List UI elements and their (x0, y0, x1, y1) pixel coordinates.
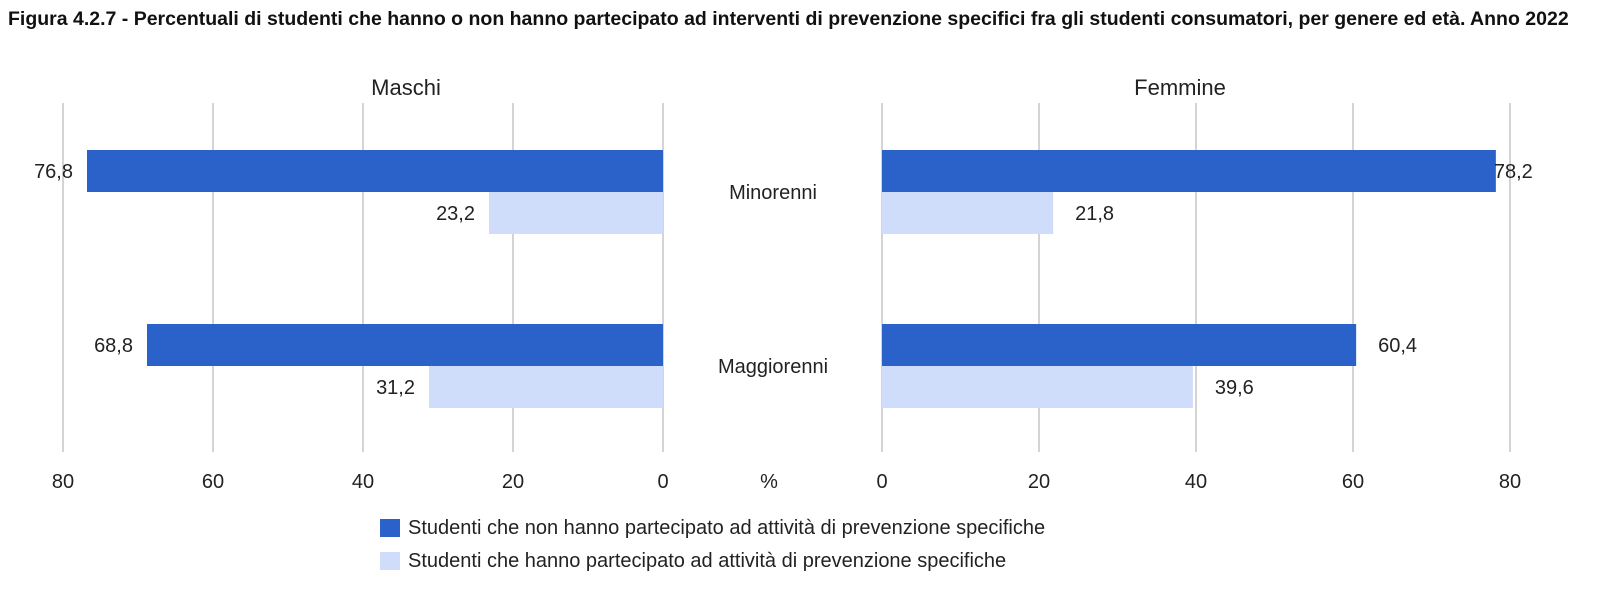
bar-femmine-maggiorenni-non-partecipato (882, 324, 1357, 366)
tick-label-femmine-40: 40 (1185, 471, 1207, 493)
bar-maschi-minorenni-partecipato (489, 192, 663, 234)
bar-femmine-maggiorenni-partecipato (882, 366, 1193, 408)
bar-maschi-maggiorenni-non-partecipato (147, 324, 663, 366)
tick-label-maschi-80: 80 (52, 471, 74, 493)
category-label-maggiorenni: Maggiorenni (718, 356, 828, 378)
axis-unit-label: % (760, 471, 778, 493)
value-label-femmine-minorenni-non-partecipato: 78,2 (1494, 161, 1533, 183)
value-label-maschi-maggiorenni-partecipato: 31,2 (376, 377, 415, 399)
legend-item-non-partecipato: Studenti che non hanno partecipato ad at… (380, 516, 1045, 540)
tick-label-maschi-40: 40 (352, 471, 374, 493)
panel-title-maschi: Maschi (371, 75, 441, 100)
bar-maschi-minorenni-non-partecipato (87, 150, 663, 192)
bar-femmine-minorenni-partecipato (882, 192, 1054, 234)
value-label-maschi-minorenni-non-partecipato: 76,8 (34, 161, 73, 183)
tick-label-femmine-0: 0 (876, 471, 887, 493)
value-label-maschi-maggiorenni-non-partecipato: 68,8 (94, 335, 133, 357)
category-label-minorenni: Minorenni (729, 182, 817, 204)
tick-label-femmine-20: 20 (1028, 471, 1050, 493)
legend-swatch-non-partecipato (380, 519, 400, 537)
panel-title-femmine: Femmine (1134, 75, 1226, 100)
tick-label-femmine-60: 60 (1342, 471, 1364, 493)
legend-label-partecipato: Studenti che hanno partecipato ad attivi… (408, 549, 1007, 572)
bar-femmine-minorenni-non-partecipato (882, 150, 1496, 192)
legend-item-partecipato: Studenti che hanno partecipato ad attivi… (380, 549, 1006, 573)
value-label-femmine-maggiorenni-partecipato: 39,6 (1215, 377, 1254, 399)
value-label-maschi-minorenni-partecipato: 23,2 (436, 203, 475, 225)
figure-title: Figura 4.2.7 - Percentuali di studenti c… (8, 8, 1569, 30)
legend-label-non-partecipato: Studenti che non hanno partecipato ad at… (408, 516, 1046, 539)
legend-swatch-partecipato (380, 552, 400, 570)
tick-label-maschi-60: 60 (202, 471, 224, 493)
tick-label-maschi-20: 20 (502, 471, 524, 493)
tick-label-femmine-80: 80 (1499, 471, 1521, 493)
value-label-femmine-minorenni-partecipato: 21,8 (1075, 203, 1114, 225)
value-label-femmine-maggiorenni-non-partecipato: 60,4 (1378, 335, 1417, 357)
tick-label-maschi-0: 0 (657, 471, 668, 493)
bar-maschi-maggiorenni-partecipato (429, 366, 663, 408)
